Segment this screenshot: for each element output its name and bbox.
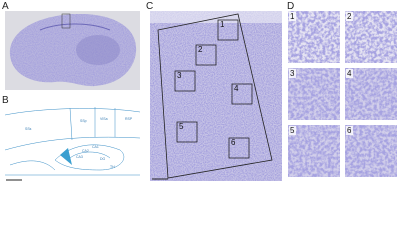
atlas-label: RSP xyxy=(125,117,133,121)
tile-label-bg xyxy=(346,126,353,135)
tile-texture xyxy=(288,125,340,177)
tile-label: 6 xyxy=(347,126,352,135)
figure: A B SSs SSp VISa RSP CA1 CA2 CA3 DG TH C xyxy=(2,1,397,181)
region-label: 1 xyxy=(220,20,225,29)
tile-label: 2 xyxy=(347,12,352,21)
tile-label: 3 xyxy=(290,69,295,78)
panel-label: B xyxy=(2,95,9,106)
atlas-label: VISa xyxy=(100,117,108,121)
tile-texture xyxy=(288,68,340,120)
atlas-drawing xyxy=(4,107,141,176)
tile-texture xyxy=(345,11,397,63)
region-label: 5 xyxy=(179,122,184,131)
tile-label: 4 xyxy=(347,69,352,78)
sampling-outline xyxy=(157,13,273,179)
atlas-region xyxy=(60,148,72,165)
tile-grid: 1 2 3 4 5 6 xyxy=(288,11,397,177)
panel-label: C xyxy=(146,1,153,12)
atlas-label: TH xyxy=(110,165,115,169)
atlas-label: CA3 xyxy=(76,155,83,159)
tile-label-bg xyxy=(289,69,296,78)
region-boxes xyxy=(174,19,253,159)
tile-label-bg xyxy=(346,12,353,21)
region-label: 4 xyxy=(234,84,239,93)
brain-section xyxy=(9,14,137,87)
atlas-label: CA2 xyxy=(82,149,89,153)
panel-label: D xyxy=(287,1,294,12)
atlas-label: SSp xyxy=(80,119,87,123)
tile-label-bg xyxy=(289,12,296,21)
region-label: 2 xyxy=(198,45,203,54)
panel-label: A xyxy=(2,1,9,12)
region-label: 6 xyxy=(231,138,236,147)
tile-label-bg xyxy=(289,126,296,135)
atlas-label: CA1 xyxy=(92,145,99,149)
cortex-image xyxy=(150,11,282,181)
tile-label: 1 xyxy=(290,12,295,21)
tile-label: 5 xyxy=(290,126,295,135)
tile-texture xyxy=(288,11,340,63)
tile-texture xyxy=(345,125,397,177)
atlas-label: SSs xyxy=(25,127,32,131)
tile-texture xyxy=(345,68,397,120)
region-label: 3 xyxy=(177,71,182,80)
atlas-label: DG xyxy=(100,157,106,161)
tile-label-bg xyxy=(346,69,353,78)
region-box xyxy=(61,13,71,29)
